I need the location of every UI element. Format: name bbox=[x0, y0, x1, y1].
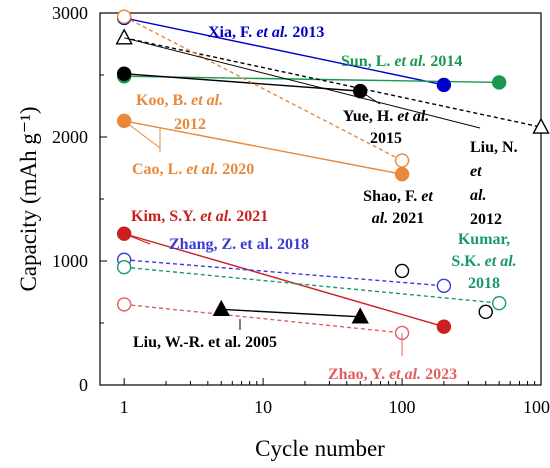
series-annotation: Koo, B. et al. bbox=[136, 92, 223, 109]
annotation-part: 2020 bbox=[218, 161, 254, 178]
annotation-part: et bbox=[421, 188, 433, 205]
series-line bbox=[124, 75, 500, 84]
annotation-part: Kim, S.Y. bbox=[131, 208, 200, 225]
x-tick-label: 1 bbox=[120, 397, 129, 417]
annotation-part: 2014 bbox=[426, 53, 462, 70]
data-point bbox=[394, 153, 410, 168]
series-annotation: Xia, F. et al. 2013 bbox=[208, 24, 324, 41]
annotation-part: 2021 bbox=[232, 208, 268, 225]
annotation-part: et al. bbox=[485, 253, 517, 270]
data-point bbox=[351, 307, 369, 324]
annotation-part: 2018 bbox=[468, 275, 500, 292]
annotation-part: Cao, L. bbox=[132, 161, 186, 178]
series-annotation: 2018 bbox=[468, 275, 500, 292]
annotation-part: et al. bbox=[200, 208, 232, 225]
annotation-part: 2013 bbox=[288, 24, 324, 41]
data-point bbox=[491, 295, 507, 311]
annotation-part: Koo, B. bbox=[136, 92, 191, 109]
leader-line bbox=[123, 233, 151, 245]
series-annotation: Sun, L. et al. 2014 bbox=[341, 53, 462, 70]
x-tick-label: 1000 bbox=[523, 397, 550, 417]
leader-line bbox=[124, 37, 481, 129]
data-point bbox=[115, 28, 133, 45]
annotation-part: 2012 bbox=[174, 116, 206, 133]
axis-ticks: 1 10 100 1000 0 1000 2000 3000 bbox=[52, 3, 550, 417]
series-annotation: Cao, L. et al. 2020 bbox=[132, 161, 254, 178]
leader-line bbox=[123, 120, 161, 149]
series-line bbox=[124, 259, 444, 287]
series-annotation: Zhao, Y. et al. 2023 bbox=[328, 366, 457, 383]
annotation-part: S.K. bbox=[451, 253, 484, 270]
annotation-part: 2021 bbox=[388, 210, 424, 227]
y-tick-label: 3000 bbox=[52, 3, 88, 23]
series-annotation: Kumar, bbox=[458, 231, 510, 248]
annotation-part: et al. bbox=[186, 161, 218, 178]
series-annotation: 2015 bbox=[370, 130, 402, 147]
data-point bbox=[394, 263, 410, 279]
annotation-part: et al. bbox=[389, 366, 421, 383]
annotation-part: 2015 bbox=[370, 130, 402, 147]
series-layer bbox=[115, 9, 550, 341]
data-point bbox=[532, 117, 550, 134]
x-tick-label: 10 bbox=[254, 397, 272, 417]
annotation-part: Zhao, Y. bbox=[328, 366, 389, 383]
data-point bbox=[436, 77, 452, 93]
annotation-part: Xia, F. bbox=[208, 24, 256, 41]
annotation-part: et al. bbox=[256, 24, 288, 41]
annotation-part: et al. bbox=[397, 108, 429, 125]
series-annotation: Shao, F. et bbox=[363, 188, 433, 205]
annotation-part: et bbox=[470, 163, 482, 180]
data-point bbox=[116, 260, 132, 275]
annotation-part: Sun, L. bbox=[341, 53, 394, 70]
series-annotation: 2012 bbox=[470, 211, 502, 228]
series-line bbox=[124, 17, 445, 86]
annotation-part: Liu, N. bbox=[470, 139, 518, 156]
series-annotation: S.K. et al. bbox=[451, 253, 516, 270]
annotation-part: 2023 bbox=[421, 366, 457, 383]
annotation-part: 2012 bbox=[470, 211, 502, 228]
series-line bbox=[124, 73, 361, 92]
annotation-part: al. bbox=[372, 210, 388, 227]
series-annotation: al. 2021 bbox=[372, 210, 424, 227]
series-line bbox=[124, 120, 403, 175]
x-axis-title: Cycle number bbox=[255, 436, 385, 461]
data-point bbox=[116, 297, 132, 312]
y-tick-label: 0 bbox=[79, 375, 88, 395]
data-point bbox=[212, 299, 230, 317]
series-annotation: et bbox=[470, 163, 482, 180]
series-line bbox=[221, 308, 361, 318]
annotation-part: et al. bbox=[191, 92, 223, 109]
y-tick-label: 1000 bbox=[52, 251, 88, 271]
x-tick-label: 100 bbox=[389, 397, 416, 417]
y-tick-label: 2000 bbox=[52, 127, 88, 147]
series-line bbox=[124, 303, 403, 334]
series-annotation: Kim, S.Y. et al. 2021 bbox=[131, 208, 268, 225]
series-annotation: Liu, N. bbox=[470, 139, 518, 156]
data-point bbox=[478, 304, 493, 320]
series-annotation: Zhang, Z. et al. 2018 bbox=[169, 236, 309, 253]
series-line bbox=[123, 233, 445, 328]
annotation-part: Shao, F. bbox=[363, 188, 421, 205]
data-point bbox=[116, 66, 132, 81]
data-point bbox=[491, 75, 507, 90]
series-annotation: Liu, W.-R. et al. 2005 bbox=[133, 334, 277, 351]
annotation-part: Yue, H. bbox=[343, 108, 398, 125]
annotation-part: Kumar, bbox=[458, 231, 510, 248]
data-point bbox=[116, 9, 132, 24]
annotation-layer: Xia, F. et al. 2013 Sun, L. et al. 2014 Yu… bbox=[123, 24, 518, 383]
annotation-part: Zhang, Z. et al. 2018 bbox=[169, 236, 309, 253]
annotation-part: et al. bbox=[394, 53, 426, 70]
y-axis-title: Capacity (mAh g⁻¹) bbox=[16, 106, 41, 291]
series-annotation: Yue, H. et al. bbox=[343, 108, 430, 125]
annotation-part: al. bbox=[470, 187, 486, 204]
series-annotation: 2012 bbox=[174, 116, 206, 133]
annotation-part: Liu, W.-R. et al. 2005 bbox=[133, 334, 277, 351]
data-point bbox=[436, 278, 452, 293]
data-point bbox=[394, 166, 410, 182]
series-line bbox=[123, 16, 403, 162]
series-annotation: al. bbox=[470, 187, 486, 204]
data-point bbox=[436, 319, 452, 334]
